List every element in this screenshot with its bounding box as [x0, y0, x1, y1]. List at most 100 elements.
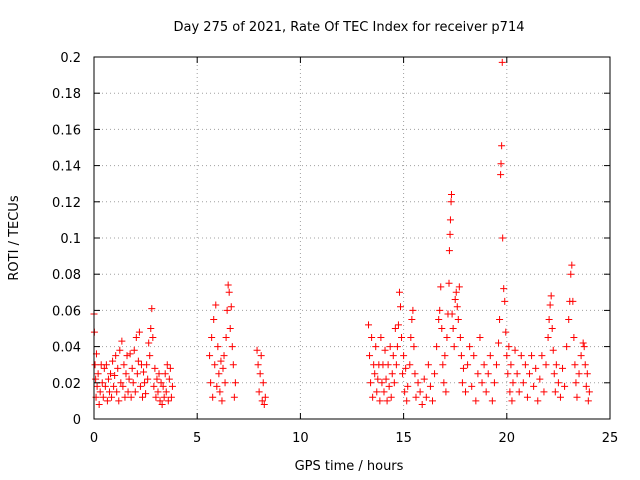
data-point	[496, 315, 504, 323]
data-point	[542, 361, 550, 369]
data-point	[381, 346, 389, 354]
data-point	[371, 370, 379, 378]
data-point	[122, 370, 130, 378]
data-point	[102, 361, 110, 369]
data-point	[129, 379, 137, 387]
y-tick-label: 0.16	[52, 123, 81, 138]
data-point	[573, 393, 581, 401]
data-point	[224, 281, 232, 289]
data-point	[230, 393, 238, 401]
data-point	[391, 325, 399, 332]
data-point	[131, 388, 139, 396]
data-point	[255, 388, 263, 396]
data-point	[447, 198, 455, 206]
data-points	[90, 58, 593, 409]
data-point	[546, 301, 554, 309]
data-point	[499, 234, 507, 242]
data-point	[544, 334, 552, 342]
data-point	[110, 382, 118, 390]
data-point	[152, 393, 160, 401]
data-point	[219, 364, 227, 372]
data-point	[530, 382, 538, 390]
data-point	[519, 379, 527, 387]
data-point	[142, 390, 150, 398]
data-point	[445, 279, 453, 287]
data-point	[547, 292, 555, 300]
data-point	[119, 382, 127, 390]
data-point	[495, 339, 503, 347]
data-point	[568, 261, 576, 269]
data-point	[559, 364, 567, 372]
grid-lines	[94, 57, 610, 419]
data-point	[253, 346, 261, 354]
data-point	[380, 388, 388, 396]
data-point	[394, 321, 402, 329]
data-point	[400, 352, 408, 360]
data-point	[397, 303, 405, 311]
data-point	[466, 343, 474, 351]
data-point	[254, 361, 262, 369]
data-point	[100, 364, 108, 372]
data-point	[156, 397, 164, 405]
data-point	[561, 382, 569, 390]
data-point	[490, 379, 498, 387]
data-point	[398, 334, 406, 342]
data-point	[206, 352, 214, 360]
data-point	[538, 352, 546, 360]
data-point	[259, 379, 267, 387]
data-point	[141, 379, 149, 387]
data-point	[575, 370, 583, 378]
data-point	[213, 382, 221, 390]
data-point	[93, 382, 101, 390]
data-point	[132, 334, 140, 342]
data-point	[422, 393, 430, 401]
data-point	[468, 382, 476, 390]
data-point	[393, 343, 401, 351]
data-point	[502, 328, 510, 336]
data-point	[387, 393, 395, 401]
data-point	[210, 315, 218, 323]
data-point	[103, 397, 111, 405]
y-tick-label: 0.14	[52, 160, 81, 175]
data-point	[145, 339, 153, 347]
x-tick-label: 15	[395, 431, 412, 446]
data-point	[402, 364, 410, 372]
data-point	[453, 303, 461, 311]
data-point	[105, 388, 113, 396]
data-point	[228, 343, 236, 351]
data-point	[133, 370, 141, 378]
data-point	[540, 388, 548, 396]
data-point	[523, 393, 531, 401]
data-point	[428, 397, 436, 405]
data-point	[127, 393, 135, 401]
data-point	[395, 288, 403, 296]
data-point	[482, 388, 490, 396]
data-point	[506, 388, 514, 396]
data-point	[478, 379, 486, 387]
data-point	[385, 382, 393, 390]
data-point	[581, 361, 589, 369]
data-point	[534, 397, 542, 405]
y-tick-label: 0.1	[60, 232, 81, 247]
data-point	[404, 382, 412, 390]
data-point	[376, 397, 384, 405]
data-point	[162, 388, 170, 396]
data-point	[214, 343, 222, 351]
chart-title: Day 275 of 2021, Rate Of TEC Index for r…	[174, 20, 525, 35]
data-point	[99, 393, 107, 401]
data-point	[424, 361, 432, 369]
data-point	[503, 352, 511, 360]
data-point	[229, 361, 237, 369]
data-point	[572, 379, 580, 387]
data-point	[470, 352, 478, 360]
data-point	[505, 343, 513, 351]
data-point	[440, 379, 448, 387]
data-point	[442, 388, 450, 396]
data-point	[569, 297, 577, 305]
y-tick-label: 0.08	[52, 268, 81, 283]
data-point	[207, 379, 215, 387]
data-point	[464, 361, 472, 369]
data-point	[551, 388, 559, 396]
data-point	[498, 58, 506, 66]
data-point	[407, 334, 415, 342]
